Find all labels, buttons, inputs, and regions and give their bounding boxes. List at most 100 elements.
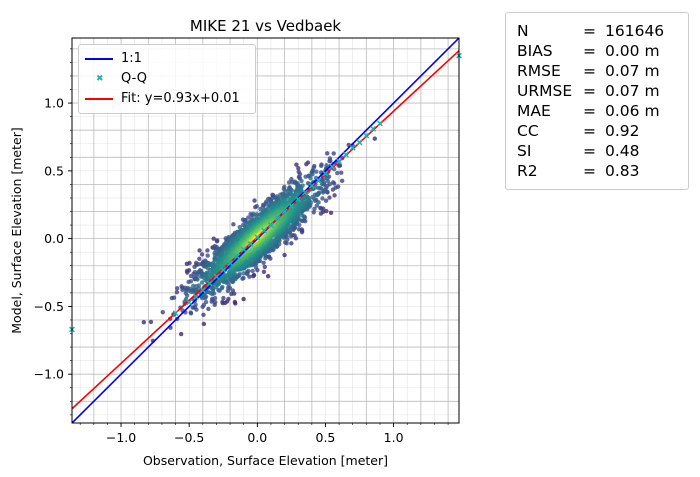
density-point	[199, 280, 205, 285]
legend-swatch-blue	[85, 58, 113, 60]
density-point	[188, 279, 194, 284]
y-tick-label: 0.0	[44, 231, 64, 246]
density-point	[251, 272, 257, 278]
density-point	[205, 253, 210, 258]
density-point	[188, 310, 193, 315]
legend-label: Fit: y=0.93x+0.01	[121, 91, 240, 106]
density-point	[241, 271, 246, 276]
density-point	[221, 295, 226, 301]
qq-marker-stroke	[220, 266, 227, 273]
x-tick-label: 0.0	[247, 430, 267, 445]
qq-marker	[288, 203, 295, 210]
y-axis-label: Model, Surface Elevation [meter]	[9, 127, 24, 333]
qq-marker-stroke	[254, 234, 261, 241]
density-point	[294, 162, 299, 167]
density-point	[211, 236, 216, 241]
density-point	[319, 163, 324, 169]
qq-marker-stroke	[213, 273, 220, 280]
qq-marker-stroke	[199, 287, 206, 294]
qq-marker	[186, 299, 193, 306]
qq-marker	[322, 170, 329, 177]
density-point	[245, 269, 250, 274]
x-tick-label: 1.0	[384, 430, 404, 445]
density-point	[197, 256, 202, 262]
density-point	[187, 260, 192, 266]
density-point	[230, 288, 236, 293]
density-point	[330, 180, 336, 185]
density-point	[286, 180, 292, 185]
density-point	[310, 194, 315, 200]
density-point	[241, 296, 246, 302]
qq-marker-stroke	[247, 241, 254, 247]
qq-marker	[220, 266, 227, 273]
qq-marker	[206, 280, 213, 287]
density-point	[314, 203, 320, 208]
qq-marker	[315, 177, 322, 184]
density-scatter	[141, 136, 377, 343]
density-point	[184, 293, 190, 298]
density-point	[289, 188, 295, 193]
qq-marker-stroke	[240, 246, 247, 253]
density-point	[220, 299, 225, 304]
density-point	[327, 195, 332, 200]
density-point	[229, 291, 234, 297]
density-point	[141, 320, 147, 325]
qq-marker-stroke	[356, 139, 363, 146]
qq-marker-stroke	[288, 203, 295, 210]
chart-title: MIKE 21 vs Vedbaek	[190, 17, 342, 35]
qq-marker-stroke	[233, 253, 240, 260]
qq-marker	[247, 241, 254, 247]
qq-marker	[295, 196, 302, 203]
density-point	[232, 299, 238, 305]
qq-marker	[363, 132, 370, 139]
legend-label: 1:1	[121, 51, 142, 66]
density-point	[314, 169, 319, 174]
qq-marker	[370, 125, 377, 132]
density-point	[372, 136, 377, 141]
density-point	[199, 252, 205, 257]
qq-marker	[268, 222, 274, 229]
density-point	[311, 210, 316, 215]
density-point	[178, 331, 184, 337]
legend-label: Q-Q	[121, 71, 147, 86]
density-point	[262, 264, 268, 270]
density-point	[296, 227, 302, 232]
qq-marker	[302, 189, 308, 196]
qq-marker	[349, 144, 356, 151]
qq-marker-stroke	[302, 189, 308, 196]
density-point	[171, 295, 177, 300]
density-point	[247, 274, 252, 279]
density-point	[214, 239, 220, 244]
density-point	[193, 302, 198, 307]
qq-marker-stroke	[363, 132, 370, 139]
density-point	[148, 319, 154, 325]
density-point	[250, 268, 255, 274]
qq-marker	[261, 227, 268, 234]
density-point	[240, 276, 245, 281]
density-point	[195, 277, 200, 282]
legend: 1:1 ✖ Q-Q Fit: y=0.93x+0.01	[78, 44, 256, 114]
density-point	[196, 283, 202, 288]
density-point	[185, 270, 190, 275]
density-point	[201, 321, 207, 327]
density-point	[246, 215, 251, 220]
qq-marker	[274, 215, 281, 222]
y-tick-label: 0.5	[44, 163, 64, 178]
qq-marker	[240, 246, 247, 253]
density-point	[190, 305, 195, 310]
x-axis-ticks: −1.0 −0.5 0.0 0.5 1.0	[79, 423, 449, 445]
qq-marker	[254, 234, 261, 241]
x-axis-label: Observation, Surface Elevation [meter]	[143, 453, 388, 468]
qq-marker-stroke	[274, 215, 281, 222]
density-point	[205, 248, 210, 253]
qq-marker-stroke	[261, 227, 268, 234]
density-point	[209, 296, 215, 302]
density-point	[160, 309, 165, 315]
density-point	[216, 287, 221, 293]
density-point	[282, 252, 287, 258]
qq-marker-stroke	[193, 293, 199, 300]
density-point	[206, 306, 211, 312]
density-point	[253, 265, 259, 270]
legend-x-marker-icon: ✖	[96, 74, 104, 84]
